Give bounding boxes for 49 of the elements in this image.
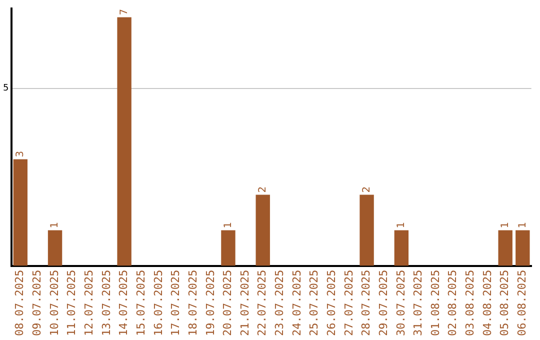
x-tick-label: 27.07.2025 (342, 270, 356, 336)
bar (498, 230, 512, 266)
x-tick-label: 09.07.2025 (30, 270, 44, 336)
x-tick-label: 29.07.2025 (376, 270, 390, 336)
x-tick-label: 05.08.2025 (498, 270, 512, 336)
x-tick-label: 25.07.2025 (308, 270, 321, 336)
x-tick-label: 04.08.2025 (480, 270, 494, 336)
x-tick-label: 12.07.2025 (82, 270, 96, 336)
bar (117, 17, 132, 266)
x-tick-label: 06.08.2025 (516, 270, 529, 336)
x-tick-label: 26.07.2025 (325, 270, 338, 336)
bar (516, 230, 530, 266)
x-tick-label: 14.07.2025 (117, 270, 130, 336)
x-tick-label: 22.07.2025 (256, 270, 269, 336)
x-tick-label: 31.07.2025 (412, 270, 425, 336)
bar (13, 159, 28, 266)
x-tick-label: 16.07.2025 (152, 270, 165, 336)
data-label: 1 (500, 222, 511, 228)
bar (221, 230, 236, 266)
data-label: 1 (396, 222, 408, 228)
data-label: 2 (361, 186, 372, 193)
bar (394, 230, 409, 266)
data-label: 7 (118, 8, 130, 16)
data-label: 2 (257, 186, 268, 193)
x-tick-label: 21.07.2025 (238, 270, 252, 336)
data-label: 1 (222, 222, 234, 228)
data-label: 1 (517, 222, 528, 228)
y-tick-label: 5 (2, 84, 9, 94)
bar (48, 230, 62, 266)
data-label: 3 (14, 150, 26, 158)
data-label: 1 (50, 222, 61, 228)
x-tick-label: 13.07.2025 (100, 270, 113, 336)
x-tick-label: 11.07.2025 (65, 270, 78, 336)
x-tick-label: 18.07.2025 (186, 270, 200, 336)
x-tick-label: 03.08.2025 (464, 270, 477, 336)
x-tick-label: 19.07.2025 (204, 270, 217, 336)
x-tick-label: 20.07.2025 (221, 270, 234, 336)
x-tick-label: 24.07.2025 (290, 270, 304, 336)
x-tick-label: 17.07.2025 (169, 270, 182, 336)
x-tick-label: 15.07.2025 (134, 270, 148, 336)
x-tick-label: 02.08.2025 (446, 270, 460, 336)
x-tick-label: 01.08.2025 (428, 270, 442, 336)
x-tick-label: 23.07.2025 (273, 270, 286, 336)
x-tick-label: 30.07.2025 (394, 270, 408, 336)
x-tick-label: 28.07.2025 (360, 270, 373, 336)
bar (360, 194, 374, 266)
x-tick-label: 10.07.2025 (48, 270, 61, 336)
bar (256, 194, 270, 266)
x-tick-label: 08.07.2025 (13, 270, 26, 336)
